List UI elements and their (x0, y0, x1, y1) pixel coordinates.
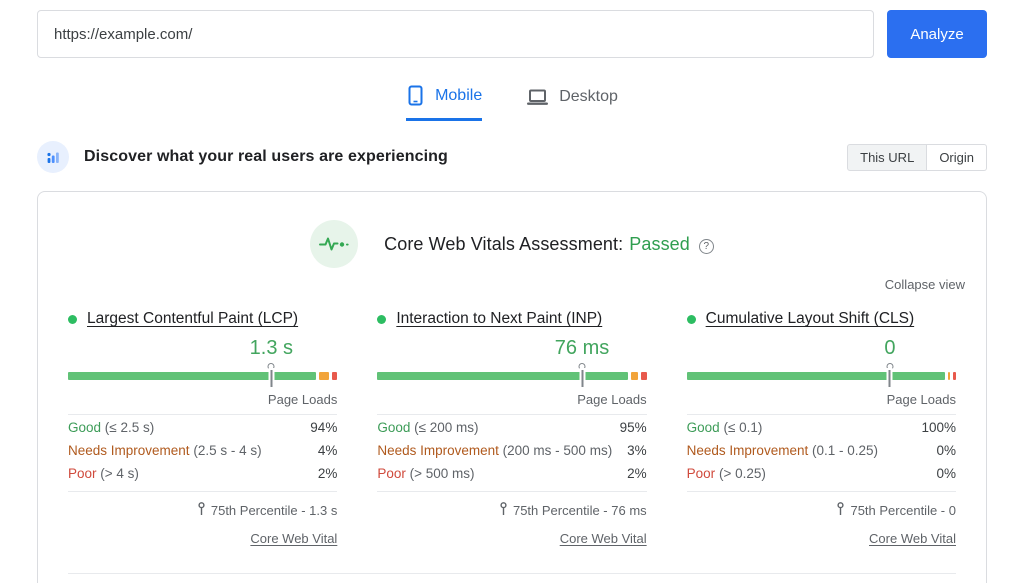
metric-cls: Cumulative Layout Shift (CLS) 0 Page Loa… (686, 310, 956, 548)
cls-good-row: Good (≤ 0.1) 100% (686, 420, 956, 435)
section-divider (68, 573, 956, 574)
metric-lcp: Largest Contentful Paint (LCP) 1.3 s Pag… (68, 310, 338, 548)
lcp-good-row: Good (≤ 2.5 s) 94% (68, 420, 338, 435)
desktop-laptop-icon (526, 88, 549, 107)
origin-button[interactable]: Origin (927, 143, 987, 171)
collapse-view-link[interactable]: Collapse view (884, 277, 965, 292)
cls-link[interactable]: Cumulative Layout Shift (CLS) (705, 310, 915, 327)
tab-mobile[interactable]: Mobile (406, 85, 483, 121)
pin-icon (499, 502, 508, 519)
device-tabs: Mobile Desktop (0, 85, 1024, 121)
cls-core-web-vital-link[interactable]: Core Web Vital (869, 531, 956, 546)
good-segment (686, 372, 945, 380)
inp-link[interactable]: Interaction to Next Paint (INP) (396, 310, 603, 327)
tab-mobile-label: Mobile (435, 86, 483, 104)
metric-inp: Interaction to Next Paint (INP) 76 ms Pa… (377, 310, 647, 548)
lcp-percentile: 75th Percentile - 1.3 s (68, 502, 337, 519)
inp-percentile: 75th Percentile - 76 ms (377, 502, 647, 519)
field-data-header: Discover what your real users are experi… (37, 141, 987, 173)
real-users-chart-icon (37, 141, 69, 173)
inp-good-row: Good (≤ 200 ms) 95% (377, 420, 647, 435)
inp-core-web-vital-link[interactable]: Core Web Vital (559, 531, 647, 546)
good-segment (68, 372, 316, 380)
assessment-header: Core Web Vitals Assessment: Passed? (38, 220, 986, 268)
cls-distribution-bar (686, 363, 956, 387)
tab-desktop[interactable]: Desktop (526, 85, 618, 121)
lcp-value: 1.3 s (249, 337, 294, 359)
url-bar: Analyze (37, 10, 987, 58)
assessment-title-text: Core Web Vitals Assessment: (384, 233, 624, 254)
percentile-marker-icon (578, 363, 586, 389)
lcp-link[interactable]: Largest Contentful Paint (LCP) (87, 310, 299, 327)
this-url-button[interactable]: This URL (847, 143, 928, 171)
cls-value: 0 (884, 337, 896, 359)
inp-value: 76 ms (554, 337, 610, 359)
good-dot-icon (377, 314, 387, 324)
cls-percentile: 75th Percentile - 0 (687, 502, 956, 519)
pin-icon (197, 502, 206, 519)
percentile-marker-icon (267, 363, 275, 389)
analyze-button[interactable]: Analyze (887, 10, 987, 58)
pulse-icon (310, 220, 359, 268)
lcp-poor-row: Poor (> 4 s) 2% (68, 466, 338, 481)
pin-icon (836, 502, 845, 519)
needs-improvement-segment (318, 372, 330, 380)
poor-segment (332, 372, 338, 380)
percentile-marker-icon (886, 363, 894, 389)
field-section-title: Discover what your real users are experi… (84, 148, 448, 165)
inp-distribution-bar (377, 363, 647, 387)
page-loads-label: Page Loads (886, 392, 956, 407)
good-segment (377, 372, 628, 380)
assessment-status: Passed (629, 233, 690, 254)
page-loads-label: Page Loads (577, 392, 647, 407)
url-input[interactable] (37, 10, 874, 58)
help-icon[interactable]: ? (698, 238, 714, 254)
lcp-ni-row: Needs Improvement (2.5 s - 4 s) 4% (68, 443, 338, 458)
core-web-vitals-card: Core Web Vitals Assessment: Passed? Colla… (37, 191, 987, 583)
cls-poor-row: Poor (> 0.25) 0% (686, 466, 956, 481)
poor-segment (641, 372, 647, 380)
needs-improvement-segment (947, 372, 951, 380)
metrics-row: Largest Contentful Paint (LCP) 1.3 s Pag… (38, 294, 986, 548)
poor-segment (953, 372, 956, 380)
lcp-core-web-vital-link[interactable]: Core Web Vital (250, 531, 338, 546)
scope-toggle: This URL Origin (847, 143, 987, 171)
good-dot-icon (686, 314, 696, 324)
inp-ni-row: Needs Improvement (200 ms - 500 ms) 3% (377, 443, 647, 458)
assessment-title: Core Web Vitals Assessment: Passed? (384, 234, 714, 255)
good-dot-icon (68, 314, 77, 324)
page-loads-label: Page Loads (267, 392, 338, 407)
tab-desktop-label: Desktop (559, 88, 618, 105)
needs-improvement-segment (630, 372, 639, 380)
mobile-phone-icon (406, 85, 425, 106)
inp-poor-row: Poor (> 500 ms) 2% (377, 466, 647, 481)
lcp-distribution-bar (68, 363, 338, 387)
cls-ni-row: Needs Improvement (0.1 - 0.25) 0% (686, 443, 956, 458)
